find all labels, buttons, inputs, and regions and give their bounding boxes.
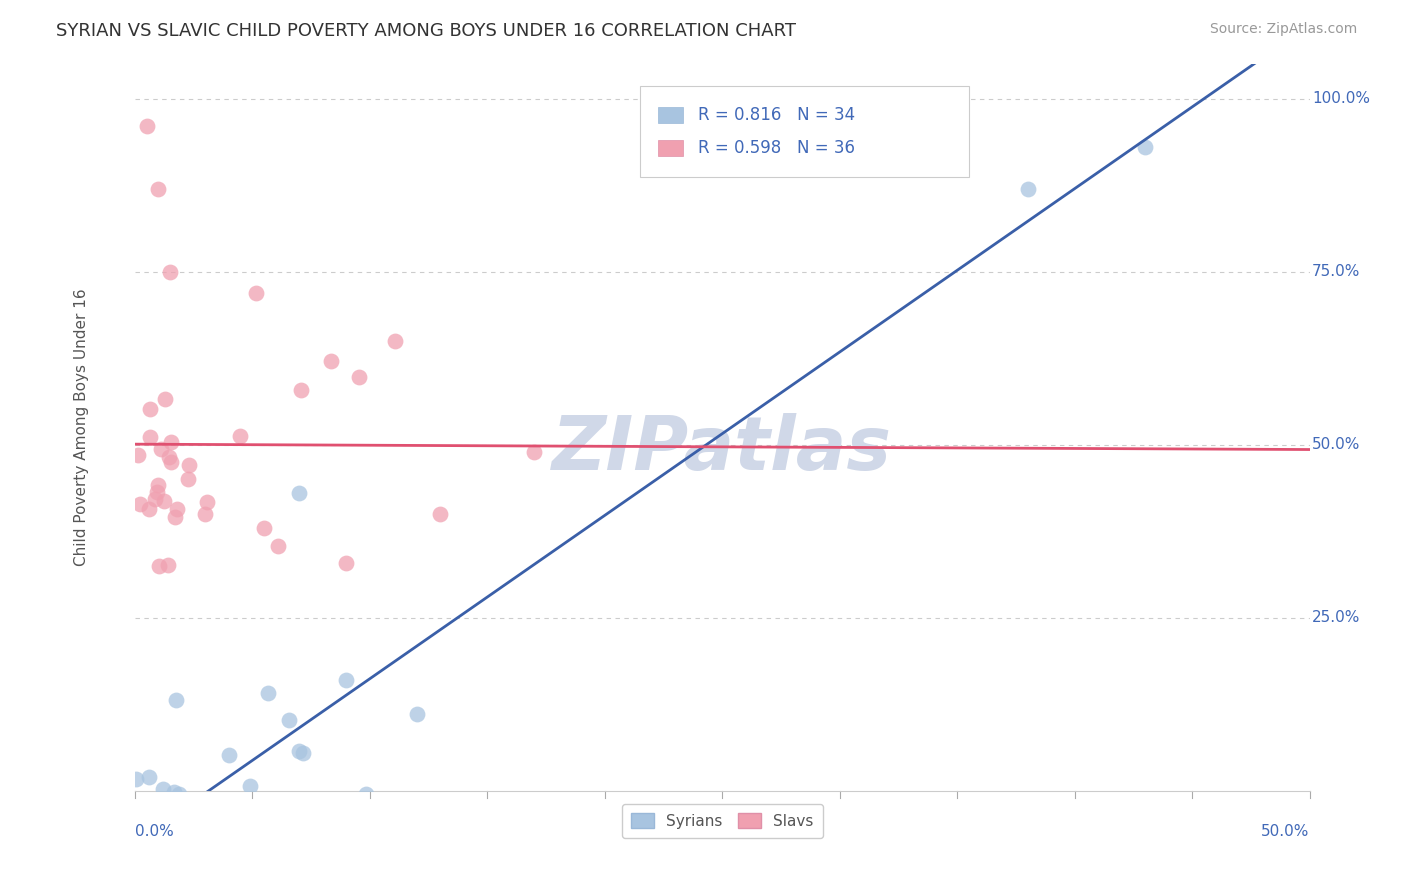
Point [321, 353, 343, 368]
Point [335, 556, 357, 570]
Point [157, 863, 180, 877]
Legend: Syrians, Slavs: Syrians, Slavs [621, 804, 823, 838]
Point [429, 507, 451, 521]
Point [148, 559, 170, 574]
Point [523, 444, 546, 458]
Point [290, 384, 312, 398]
Point [143, 492, 166, 507]
Point [157, 558, 180, 573]
Point [132, 803, 155, 817]
Point [177, 472, 200, 486]
Point [153, 493, 176, 508]
Point [288, 743, 311, 757]
Point [163, 785, 186, 799]
Text: 25.0%: 25.0% [1312, 610, 1361, 625]
Point [157, 450, 180, 464]
Point [165, 509, 187, 524]
Point [166, 501, 188, 516]
Point [157, 858, 180, 872]
Point [194, 507, 217, 521]
Point [148, 795, 170, 809]
Point [253, 521, 276, 535]
FancyBboxPatch shape [658, 140, 683, 155]
Point [195, 494, 218, 508]
Text: R = 0.598   N = 36: R = 0.598 N = 36 [697, 138, 855, 157]
Text: Child Poverty Among Boys Under 16: Child Poverty Among Boys Under 16 [75, 289, 90, 566]
Point [138, 828, 160, 842]
Point [146, 484, 169, 499]
Point [405, 707, 427, 722]
Point [288, 486, 311, 500]
Point [153, 392, 176, 406]
Point [127, 448, 149, 462]
Point [129, 497, 152, 511]
Point [160, 455, 183, 469]
Text: 50.0%: 50.0% [1312, 437, 1361, 452]
Point [138, 770, 160, 784]
Point [159, 435, 181, 450]
Text: 50.0%: 50.0% [1261, 823, 1310, 838]
Point [141, 838, 163, 853]
Text: R = 0.816   N = 34: R = 0.816 N = 34 [697, 106, 855, 124]
Point [335, 673, 357, 688]
Point [152, 782, 174, 797]
Point [169, 861, 191, 875]
Point [165, 693, 187, 707]
Text: 75.0%: 75.0% [1312, 264, 1361, 279]
Point [291, 746, 314, 760]
Point [239, 780, 262, 794]
Point [204, 814, 226, 828]
Point [267, 539, 290, 553]
Point [127, 850, 149, 864]
Point [143, 814, 166, 828]
Text: SYRIAN VS SLAVIC CHILD POVERTY AMONG BOYS UNDER 16 CORRELATION CHART: SYRIAN VS SLAVIC CHILD POVERTY AMONG BOY… [56, 22, 796, 40]
Point [278, 713, 301, 727]
Text: Source: ZipAtlas.com: Source: ZipAtlas.com [1209, 22, 1357, 37]
Text: ZIPatlas: ZIPatlas [553, 413, 893, 486]
Point [1017, 182, 1039, 196]
Point [139, 430, 162, 444]
Point [315, 794, 337, 808]
Point [384, 334, 406, 349]
Point [131, 830, 153, 845]
Point [139, 401, 162, 416]
Point [135, 120, 157, 134]
Point [169, 788, 191, 802]
Point [152, 804, 174, 818]
Point [179, 458, 201, 473]
Point [138, 502, 160, 516]
Point [218, 747, 240, 762]
Text: 0.0%: 0.0% [135, 823, 173, 838]
FancyBboxPatch shape [640, 86, 969, 177]
Point [1135, 140, 1157, 154]
Point [349, 370, 371, 384]
Point [356, 787, 378, 801]
Point [159, 265, 181, 279]
Point [131, 847, 153, 862]
FancyBboxPatch shape [658, 107, 683, 123]
Text: 100.0%: 100.0% [1312, 91, 1369, 106]
Point [146, 478, 169, 492]
Point [132, 888, 155, 892]
Point [148, 182, 170, 196]
Point [150, 442, 173, 457]
Point [125, 772, 148, 787]
Point [257, 685, 280, 699]
Point [245, 285, 267, 300]
Point [229, 429, 252, 443]
